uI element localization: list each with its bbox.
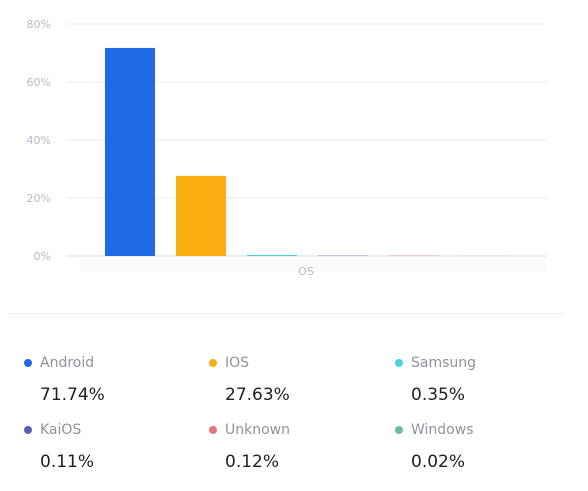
y-tick-label: 60% bbox=[27, 76, 51, 89]
legend-value: 0.12% bbox=[225, 452, 280, 472]
legend-label: Windows bbox=[411, 422, 474, 438]
bar-android[interactable] bbox=[105, 47, 155, 257]
y-tick-label: 40% bbox=[27, 134, 51, 147]
legend-value: 0.35% bbox=[411, 385, 466, 405]
legend-item-ios[interactable]: IOS 27.63% bbox=[209, 353, 389, 413]
legend: Android 71.74% IOS 27.63% Samsung 0.35% … bbox=[0, 340, 588, 490]
y-tick-label: 80% bbox=[27, 18, 51, 31]
legend-label: IOS bbox=[225, 355, 250, 371]
legend-item-android[interactable]: Android 71.74% bbox=[24, 353, 204, 413]
bar-chart: 0% 20% 40% 60% 80% OS bbox=[27, 18, 546, 278]
legend-value: 27.63% bbox=[225, 385, 290, 405]
unknown-color-dot bbox=[209, 426, 217, 434]
legend-label: Samsung bbox=[411, 355, 477, 371]
legend-label: Unknown bbox=[225, 422, 290, 438]
legend-label: Android bbox=[40, 355, 95, 371]
y-tick-label: 0% bbox=[34, 250, 51, 263]
y-tick-label: 20% bbox=[27, 192, 51, 205]
x-axis-band bbox=[80, 258, 546, 272]
bar-ios[interactable] bbox=[176, 175, 226, 256]
divider bbox=[8, 313, 564, 314]
ios-color-dot bbox=[209, 359, 217, 367]
legend-value: 0.02% bbox=[411, 452, 466, 472]
kaios-color-dot bbox=[24, 426, 32, 434]
legend-item-kaios[interactable]: KaiOS 0.11% bbox=[24, 420, 204, 480]
legend-item-windows[interactable]: Windows 0.02% bbox=[395, 420, 575, 480]
y-axis-ticks: 0% 20% 40% 60% 80% bbox=[27, 18, 51, 263]
legend-item-unknown[interactable]: Unknown 0.12% bbox=[209, 420, 389, 480]
legend-value: 71.74% bbox=[40, 385, 105, 405]
bar-samsung[interactable] bbox=[247, 254, 297, 256]
windows-color-dot bbox=[395, 426, 403, 434]
legend-label: KaiOS bbox=[40, 422, 82, 438]
android-color-dot bbox=[24, 359, 32, 367]
legend-value: 0.11% bbox=[40, 452, 95, 472]
bars bbox=[105, 47, 510, 257]
legend-item-samsung[interactable]: Samsung 0.35% bbox=[395, 353, 575, 413]
samsung-color-dot bbox=[395, 359, 403, 367]
x-axis-category-label: OS bbox=[298, 265, 314, 278]
